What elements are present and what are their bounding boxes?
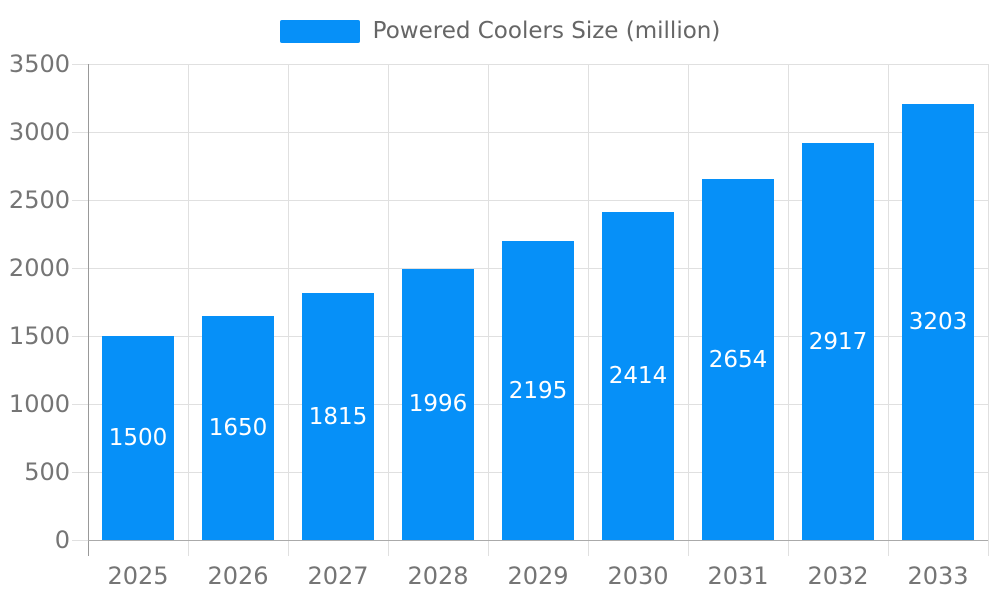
x-axis-tick xyxy=(287,540,289,556)
x-axis-tick xyxy=(687,540,689,556)
bar-2027[interactable]: 1815 xyxy=(302,293,374,540)
bar-value-label: 2654 xyxy=(708,346,768,373)
x-gridline xyxy=(287,64,289,540)
x-axis-tick xyxy=(787,540,789,556)
x-gridline xyxy=(187,64,189,540)
x-gridline xyxy=(387,64,389,540)
y-axis-label: 3000 xyxy=(8,118,70,146)
y-axis-tick xyxy=(72,131,88,133)
x-axis-tick xyxy=(587,540,589,556)
bar-2029[interactable]: 2195 xyxy=(502,241,574,540)
x-axis-label: 2026 xyxy=(207,562,269,590)
bar-value-label: 3203 xyxy=(908,309,968,336)
bar-value-label: 2195 xyxy=(508,377,568,404)
y-gridline xyxy=(88,199,988,201)
bar-value-label: 1815 xyxy=(308,403,368,430)
x-axis-label: 2027 xyxy=(307,562,369,590)
bar-2030[interactable]: 2414 xyxy=(602,211,674,540)
x-axis-label: 2030 xyxy=(607,562,669,590)
y-axis-label: 1500 xyxy=(8,322,70,350)
x-gridline xyxy=(587,64,589,540)
x-axis-tick xyxy=(887,540,889,556)
x-axis-tick xyxy=(187,540,189,556)
x-axis-line xyxy=(88,539,988,541)
y-axis-tick xyxy=(72,335,88,337)
legend-swatch xyxy=(279,19,360,43)
y-axis-label: 0 xyxy=(54,526,70,554)
x-gridline xyxy=(787,64,789,540)
x-axis-tick xyxy=(487,540,489,556)
y-axis-tick xyxy=(72,471,88,473)
bar-value-label: 2414 xyxy=(608,362,668,389)
y-gridline xyxy=(88,63,988,65)
y-gridline xyxy=(88,131,988,133)
x-axis-tick xyxy=(987,540,989,556)
bar-value-label: 2917 xyxy=(808,328,868,355)
y-axis-label: 500 xyxy=(24,458,70,486)
bar-2028[interactable]: 1996 xyxy=(402,268,474,540)
bar-value-label: 1650 xyxy=(208,414,268,441)
legend[interactable]: Powered Coolers Size (million) xyxy=(0,18,1000,44)
y-axis-label: 3500 xyxy=(8,50,70,78)
y-axis-tick xyxy=(72,63,88,65)
x-axis-label: 2033 xyxy=(907,562,969,590)
y-axis-label: 2000 xyxy=(8,254,70,282)
y-axis-tick xyxy=(72,199,88,201)
bar-value-label: 1500 xyxy=(108,425,168,451)
bar-2031[interactable]: 2654 xyxy=(702,179,774,540)
y-axis-tick xyxy=(72,403,88,405)
x-axis-label: 2032 xyxy=(807,562,869,590)
y-axis-tick xyxy=(72,267,88,269)
bar-2026[interactable]: 1650 xyxy=(202,315,274,540)
x-axis-label: 2028 xyxy=(407,562,469,590)
x-axis-label: 2025 xyxy=(107,562,169,590)
y-axis-label: 2500 xyxy=(8,186,70,214)
legend-label: Powered Coolers Size (million) xyxy=(372,18,721,44)
y-axis-label: 1000 xyxy=(8,390,70,418)
x-axis-label: 2029 xyxy=(507,562,569,590)
x-gridline xyxy=(987,64,989,540)
y-axis-line xyxy=(87,64,89,556)
x-gridline xyxy=(487,64,489,540)
x-axis-label: 2031 xyxy=(707,562,769,590)
x-axis-tick xyxy=(387,540,389,556)
bar-2025[interactable]: 1500 xyxy=(102,336,174,540)
bar-value-label: 1996 xyxy=(408,391,468,418)
x-gridline xyxy=(687,64,689,540)
bar-2033[interactable]: 3203 xyxy=(902,104,974,540)
x-gridline xyxy=(887,64,889,540)
y-axis-tick xyxy=(72,539,88,541)
bar-2032[interactable]: 2917 xyxy=(802,143,874,540)
